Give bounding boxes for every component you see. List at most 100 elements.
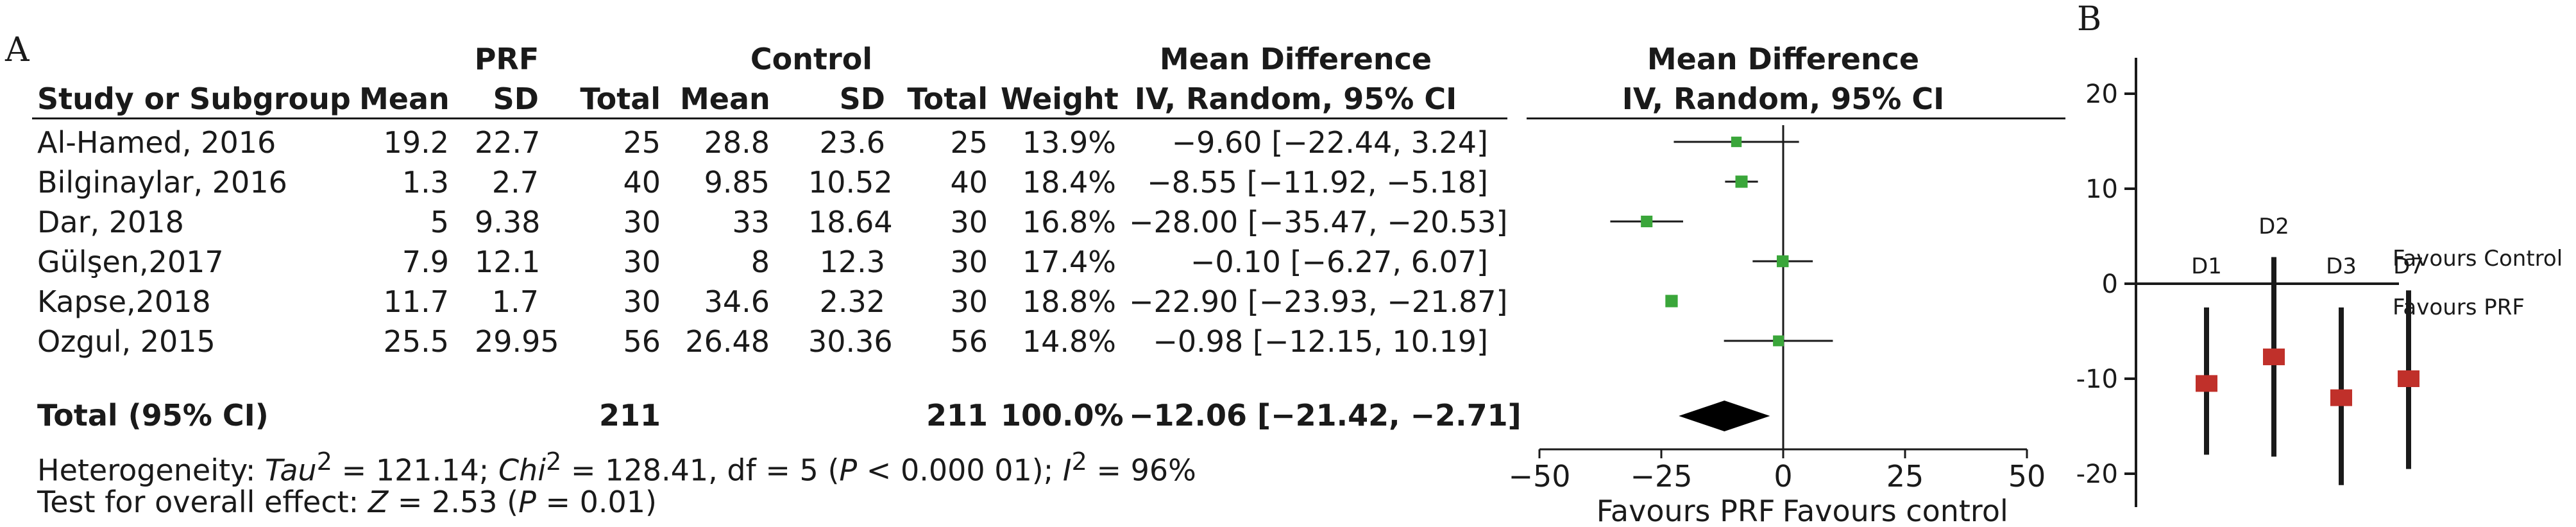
- row-3-exp-mean: 7.9: [402, 245, 449, 279]
- prf-total-header: Total: [580, 82, 661, 116]
- point-estimate-d1: [2196, 375, 2217, 392]
- row-2-weight: 16.8%: [1022, 205, 1116, 239]
- row-2-ctl-mean: 33: [732, 205, 770, 239]
- row-5-ctl-sd: 30.36: [808, 324, 893, 359]
- row-4-exp-sd: 1.7: [491, 284, 539, 319]
- point-estimate-d3: [2330, 389, 2352, 406]
- row-5-ctl-total: 56: [950, 324, 988, 359]
- point-estimate-study-3: [1777, 255, 1789, 268]
- row-1-exp-mean: 1.3: [402, 165, 449, 200]
- row-5-exp-mean: 25.5: [383, 324, 449, 359]
- het-i: I: [1062, 453, 1072, 488]
- het-tau-val: = 121.14;: [332, 453, 498, 488]
- point-estimate-d2: [2263, 348, 2285, 365]
- row-4-ctl-sd: 2.32: [819, 284, 885, 319]
- row-1-ctl-sd: 10.52: [808, 165, 893, 200]
- panel-a-label: A: [5, 31, 30, 69]
- row-0-exp-sd: 22.7: [475, 125, 541, 160]
- point-estimate-study-0: [1731, 136, 1742, 148]
- row-5-weight: 14.8%: [1022, 324, 1116, 359]
- row-3-exp-sd: 12.1: [475, 245, 541, 279]
- total-label: Total (95% CI): [37, 398, 269, 433]
- pooled-estimate-diamond: [1679, 401, 1770, 431]
- row-1-exp-sd: 2.7: [491, 165, 539, 200]
- row-3-ci: −0.10 [−6.27, 6.07]: [1190, 245, 1488, 279]
- panel-b-y-tick-label: -20: [2076, 460, 2118, 489]
- het-prefix: Heterogeneity:: [37, 453, 266, 488]
- category-label-d7: D7: [2393, 254, 2424, 279]
- total-weight: 100.0%: [1001, 398, 1124, 433]
- oe-prefix: Test for overall effect:: [37, 485, 368, 519]
- favours-control-b-label: Favours Control: [2393, 246, 2563, 272]
- row-0-study: Al-Hamed, 2016: [37, 125, 276, 160]
- row-5-exp-total: 56: [623, 324, 661, 359]
- row-4-exp-mean: 11.7: [383, 284, 449, 319]
- panel-b-y-tick-label: -10: [2076, 365, 2118, 394]
- row-4-ci: −22.90 [−23.93, −21.87]: [1129, 284, 1508, 319]
- study-column-header: Study or Subgroup: [37, 82, 351, 116]
- control-total-header: Total: [907, 82, 988, 116]
- het-p-val: < 0.000 01);: [857, 453, 1063, 488]
- panel-b-y-tick-label: 0: [2102, 270, 2118, 299]
- row-1-weight: 18.4%: [1022, 165, 1116, 200]
- row-1-ctl-total: 40: [950, 165, 988, 200]
- overall-effect-text: Test for overall effect: Z = 2.53 (P = 0…: [37, 483, 657, 521]
- row-4-ctl-mean: 34.6: [704, 284, 770, 319]
- row-2-ctl-total: 30: [950, 205, 988, 239]
- row-2-exp-sd: 9.38: [475, 205, 541, 239]
- total-prf-n: 211: [598, 398, 661, 433]
- row-3-ctl-sd: 12.3: [819, 245, 885, 279]
- row-1-ci: −8.55 [−11.92, −5.18]: [1147, 165, 1488, 200]
- row-0-weight: 13.9%: [1022, 125, 1116, 160]
- row-5-ci: −0.98 [−12.15, 10.19]: [1153, 324, 1488, 359]
- category-label-d2: D2: [2258, 214, 2289, 239]
- het-chi-val: = 128.41, df = 5 (: [561, 453, 840, 488]
- weight-header: Weight: [1001, 82, 1119, 116]
- forest-x-tick-label: −25: [1630, 459, 1692, 494]
- table-header-rule: [32, 117, 1507, 119]
- point-estimate-study-5: [1773, 335, 1784, 347]
- het-i-sup: 2: [1071, 447, 1087, 476]
- point-estimate-d7: [2398, 370, 2419, 387]
- row-4-study: Kapse,2018: [37, 284, 211, 319]
- row-2-ctl-sd: 18.64: [808, 205, 893, 239]
- prf-group-header: PRF: [474, 42, 539, 76]
- plot-header-rule: [1527, 117, 2065, 119]
- row-2-exp-total: 30: [623, 205, 661, 239]
- total-control-n: 211: [926, 398, 988, 433]
- md-column-subheader: IV, Random, 95% CI: [1134, 82, 1457, 116]
- heterogeneity-text: Heterogeneity: Tau2 = 121.14; Chi2 = 128…: [37, 443, 1196, 489]
- favours-prf-label: Favours PRF: [1597, 494, 1775, 527]
- control-group-header: Control: [750, 42, 873, 76]
- prf-mean-header: Mean: [359, 82, 450, 116]
- forest-x-tick-label: 25: [1886, 459, 1924, 494]
- favours-prf-b-label: Favours PRF: [2393, 295, 2525, 320]
- forest-x-tick-label: −50: [1508, 459, 1570, 494]
- row-0-ci: −9.60 [−22.44, 3.24]: [1171, 125, 1488, 160]
- row-0-ctl-sd: 23.6: [819, 125, 885, 160]
- control-sd-header: SD: [839, 82, 885, 116]
- category-label-d3: D3: [2326, 254, 2357, 279]
- row-2-study: Dar, 2018: [37, 205, 184, 239]
- prf-sd-header: SD: [493, 82, 539, 116]
- row-3-weight: 17.4%: [1022, 245, 1116, 279]
- het-tau-sup: 2: [316, 447, 333, 476]
- het-tau: Tau: [265, 453, 317, 488]
- point-estimate-study-1: [1735, 175, 1748, 188]
- oe-p-val: = 0.01): [536, 485, 657, 519]
- oe-z-val: = 2.53 (: [388, 485, 519, 519]
- row-3-ctl-total: 30: [950, 245, 988, 279]
- panel-b-y-tick-label: 20: [2085, 80, 2118, 109]
- row-2-ci: −28.00 [−35.47, −20.53]: [1129, 205, 1508, 239]
- row-0-ctl-mean: 28.8: [704, 125, 770, 160]
- favours-control-label: Favours control: [1783, 494, 2008, 527]
- md-plot-header: Mean Difference: [1647, 42, 1920, 76]
- row-0-ctl-total: 25: [950, 125, 988, 160]
- row-4-exp-total: 30: [623, 284, 661, 319]
- het-chi: Chi: [498, 453, 546, 488]
- oe-p: P: [518, 485, 536, 519]
- panel-b-label: B: [2077, 0, 2102, 39]
- category-label-d1: D1: [2191, 254, 2222, 279]
